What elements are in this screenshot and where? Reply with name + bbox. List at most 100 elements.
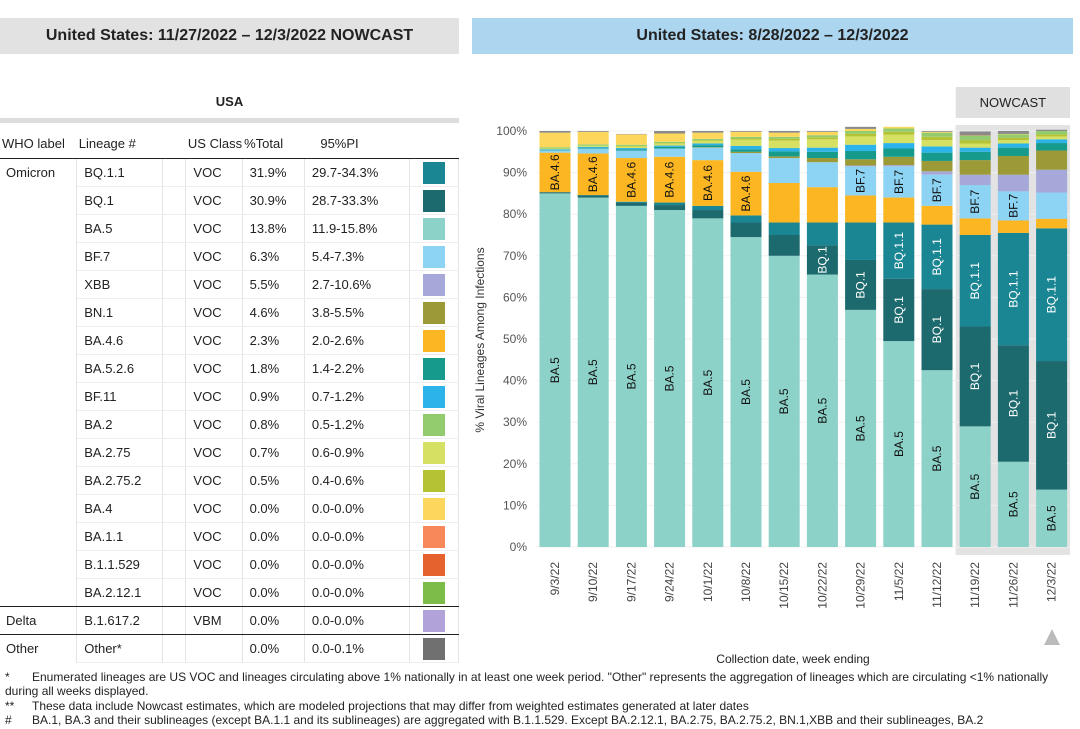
lineage-name: BA.4 (76, 494, 164, 523)
segment-label: BA.5 (548, 357, 562, 383)
table-row: BA.4 VOC 0.0% 0.0-0.0% (0, 494, 459, 523)
bar-segment-ba-5 (615, 205, 647, 547)
bar-segment-ba-2-75-2 (1036, 134, 1068, 137)
y-tick-label: 100% (496, 124, 527, 138)
bar-segment-other (654, 131, 686, 134)
lineage-name: BQ.1 (76, 186, 164, 215)
bar-segment-bf-7 (768, 158, 800, 183)
segment-label: BQ.1 (892, 296, 906, 324)
bar-segment-other (997, 131, 1029, 134)
color-swatch-cell (409, 354, 459, 383)
footnote-mark: * (5, 670, 10, 684)
color-swatch-cell (409, 270, 459, 299)
blank-cell (162, 186, 187, 215)
percent-total: 5.5% (242, 270, 305, 299)
percent-total: 13.8% (242, 214, 305, 243)
color-swatch (423, 441, 446, 464)
percent-total: 0.9% (242, 382, 305, 411)
percent-total: 0.0% (242, 606, 305, 635)
nowcast-label-box (955, 87, 1070, 118)
bar-segment-bf-7 (959, 185, 991, 219)
y-axis-title: % Viral Lineages Among Infections (473, 247, 487, 432)
bar-segment-bn-1 (959, 160, 991, 175)
bar-segment-ba-4-6 (692, 160, 724, 206)
color-swatch-cell (409, 466, 459, 495)
lineage-name: BF.11 (76, 382, 164, 411)
bar-segment-bq-1-1 (845, 222, 877, 260)
bar-segment-ba-5-2-6 (1036, 143, 1068, 151)
us-class: VOC (185, 186, 243, 215)
bar-segment-ba-5 (730, 237, 762, 547)
bar-segment-bf-7 (921, 174, 953, 206)
y-tick-label: 50% (503, 332, 527, 346)
bar-segment-ba-4 (577, 131, 609, 145)
x-tick-label: 11/19/22 (968, 562, 982, 608)
blank-cell (162, 606, 187, 635)
blank-cell (162, 242, 187, 271)
bar-segment-bn-1 (997, 155, 1029, 175)
bar-segment-ba-5 (997, 461, 1029, 547)
who-label (0, 214, 78, 243)
bar-segment-other (577, 131, 609, 132)
color-swatch (423, 553, 446, 576)
bar-segment-ba-4-6 (997, 220, 1029, 233)
bar-segment-bn-1 (1036, 150, 1068, 170)
bar-segment-xbb (1036, 169, 1068, 193)
bar-segment-xbb (845, 165, 877, 167)
scroll-up-triangle-icon[interactable] (1044, 629, 1060, 645)
bar-segment-bn-1 (845, 159, 877, 166)
nowcast-header: United States: 11/27/2022 – 12/3/2022 NO… (0, 18, 459, 54)
bar-segment-ba-2-75 (1036, 136, 1068, 140)
bar-segment-ba-4-6 (806, 187, 838, 223)
segment-label: BQ.1.1 (968, 262, 982, 300)
timeline-header-title: United States: 8/28/2022 – 12/3/2022 (636, 27, 909, 44)
bar-segment-ba-5 (654, 210, 686, 548)
color-swatch-cell (409, 634, 459, 663)
bar-segment-ba-5-2-6 (959, 151, 991, 161)
color-swatch (423, 609, 446, 632)
who-label (0, 354, 78, 383)
percent-total: 31.9% (242, 158, 305, 187)
lineage-name: BA.5 (76, 214, 164, 243)
bar-segment-ba-4 (654, 133, 686, 142)
segment-label: BA.5 (968, 473, 982, 499)
bar-segment-bf-11 (615, 148, 647, 150)
bar-segment-ba-4 (921, 131, 953, 133)
y-tick-label: 20% (503, 457, 527, 471)
table-row: BA.2.12.1 VOC 0.0% 0.0-0.0% (0, 578, 459, 607)
bar-segment-other (845, 126, 877, 129)
bar-segment-bq-1-1 (730, 215, 762, 223)
bar-segment-ba-4-6 (539, 152, 571, 193)
y-tick-label: 10% (503, 498, 527, 512)
bar-segment-ba-2 (1036, 131, 1068, 135)
bar-segment-bf-7 (883, 166, 915, 198)
blank-cell (162, 298, 187, 327)
segment-label: BA.4.6 (624, 162, 638, 198)
bar-segment-ba-5-2-6 (577, 147, 609, 149)
prediction-interval: 29.7-34.3% (304, 158, 411, 187)
bar-segment-bn-1 (730, 151, 762, 154)
bar-segment-ba-2 (654, 141, 686, 144)
bar-segment-ba-2-75 (997, 140, 1029, 144)
bar-segment-bf-7 (806, 162, 838, 188)
color-swatch (423, 525, 446, 548)
bar-segment-ba-4-6 (921, 205, 953, 225)
us-class: VBM (185, 606, 243, 635)
bar-segment-bq-1 (654, 205, 686, 211)
us-class: VOC (185, 522, 243, 551)
bar-segment-bn-1 (883, 156, 915, 166)
bar-segment-ba-5-2-6 (692, 145, 724, 148)
lineage-name: BA.2.75.2 (76, 466, 164, 495)
bar-segment-ba-2-75 (768, 140, 800, 149)
y-tick-label: 30% (503, 415, 527, 429)
bar-segment-xbb (883, 165, 915, 167)
bar-segment-ba-2-75 (692, 140, 724, 144)
bar-segment-ba-4-6 (615, 158, 647, 202)
color-swatch-cell (409, 214, 459, 243)
bar-segment-xbb (997, 174, 1029, 192)
blank-cell (162, 354, 187, 383)
bar-segment-ba-4-6 (959, 218, 991, 235)
segment-label: BA.4.6 (739, 175, 753, 211)
lineage-name: BA.4.6 (76, 326, 164, 355)
who-label (0, 410, 78, 439)
